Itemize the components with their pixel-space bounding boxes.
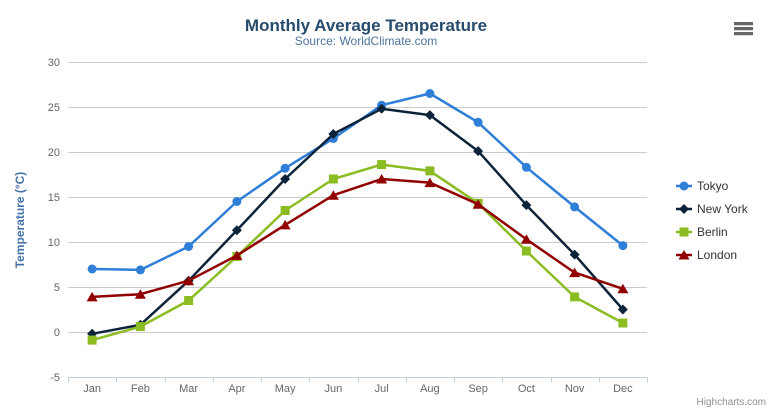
y-axis-tick-label: 25 <box>48 102 60 114</box>
triangle-marker-icon <box>279 219 291 230</box>
y-axis-tick-label: -5 <box>50 372 60 384</box>
plot-area: 30 25 20 15 10 5 0 -5 Jan Feb Mar Apr May Jun Jul Aug Se… <box>48 57 749 395</box>
x-axis: Jan Feb Mar Apr May Jun Jul Aug Sep Oct Nov Dec <box>68 377 648 395</box>
circle-marker-icon <box>232 197 242 206</box>
circle-marker-icon <box>425 89 435 98</box>
diamond-marker-icon <box>280 174 291 184</box>
diamond-marker-icon <box>424 110 435 121</box>
triangle-marker-icon <box>472 199 484 209</box>
triangle-marker-icon <box>678 250 690 260</box>
circle-marker-icon <box>280 163 290 173</box>
diamond-marker-icon <box>328 129 339 139</box>
x-axis-tick-label: Aug <box>420 383 440 395</box>
hamburger-menu-icon[interactable] <box>728 16 759 40</box>
legend-item-berlin[interactable]: Berlin <box>676 225 728 239</box>
circle-marker-icon <box>618 241 628 251</box>
circle-marker-icon <box>521 162 531 172</box>
y-axis-tick-label: 15 <box>48 192 60 204</box>
legend-item-label: Berlin <box>697 225 728 239</box>
diamond-marker-icon <box>521 200 532 211</box>
series-london[interactable] <box>86 174 629 302</box>
square-marker-icon <box>425 166 435 176</box>
diamond-marker-icon <box>569 249 580 260</box>
triangle-marker-icon <box>569 267 581 278</box>
square-marker-icon <box>679 227 689 237</box>
triangle-marker-icon <box>231 250 243 260</box>
x-axis-tick-label: Oct <box>518 383 535 395</box>
square-marker-icon <box>135 322 145 332</box>
square-marker-icon <box>618 318 628 328</box>
square-marker-icon <box>521 246 531 256</box>
x-axis-tick-label: Nov <box>565 383 585 395</box>
square-marker-icon <box>280 206 290 215</box>
triangle-marker-icon <box>520 234 532 244</box>
x-axis-tick-label: Jul <box>375 383 389 395</box>
triangle-marker-icon <box>617 283 629 294</box>
diamond-marker-icon <box>617 304 628 315</box>
y-axis-tick-label: 0 <box>54 327 60 339</box>
legend-item-label: Tokyo <box>697 179 729 193</box>
square-marker-icon <box>184 296 194 305</box>
x-axis-tick-label: Dec <box>613 383 633 395</box>
square-marker-icon <box>377 160 387 170</box>
triangle-marker-icon <box>424 177 436 188</box>
legend-item-label: London <box>697 248 737 262</box>
y-axis-tick-label: 10 <box>48 237 60 249</box>
diamond-marker-icon <box>231 225 242 236</box>
square-marker-icon <box>328 174 338 184</box>
chart-subtitle: Source: WorldClimate.com <box>295 34 438 48</box>
diamond-marker-icon <box>473 146 484 157</box>
y-axis-title: Temperature (°C) <box>13 172 27 269</box>
legend-item-london[interactable]: London <box>676 248 737 262</box>
diamond-marker-icon <box>679 204 689 214</box>
x-axis-tick-label: Feb <box>131 383 150 395</box>
circle-marker-icon <box>184 242 194 251</box>
gridlines: 30 25 20 15 10 5 0 -5 <box>48 57 647 384</box>
diamond-marker-icon <box>376 103 387 114</box>
x-axis-tick-label: Jun <box>325 383 343 395</box>
x-axis-tick-label: May <box>275 383 296 395</box>
circle-marker-icon <box>135 265 145 275</box>
circle-marker-icon <box>87 264 97 274</box>
legend-item-new-york[interactable]: New York <box>676 202 749 216</box>
triangle-marker-icon <box>183 275 195 286</box>
triangle-marker-icon <box>134 289 146 299</box>
circle-marker-icon <box>570 202 580 212</box>
triangle-marker-icon <box>86 291 98 302</box>
triangle-marker-icon <box>376 174 388 184</box>
x-axis-tick-label: Jan <box>83 383 101 395</box>
triangle-marker-icon <box>327 190 339 200</box>
chart-title: Monthly Average Temperature <box>245 16 487 35</box>
credits-link[interactable]: Highcharts.com <box>697 397 766 408</box>
legend: Tokyo New York Berlin London <box>676 179 749 262</box>
series-tokyo[interactable] <box>87 89 628 275</box>
circle-marker-icon <box>679 181 689 191</box>
y-axis-tick-label: 30 <box>48 57 60 69</box>
legend-item-label: New York <box>697 202 749 216</box>
square-marker-icon <box>570 292 580 302</box>
x-axis-tick-label: Apr <box>228 383 245 395</box>
x-axis-tick-label: Mar <box>179 383 198 395</box>
legend-item-tokyo[interactable]: Tokyo <box>676 179 729 193</box>
square-marker-icon <box>87 335 97 345</box>
y-axis-tick-label: 20 <box>48 147 60 159</box>
x-axis-tick-label: Sep <box>468 383 488 395</box>
y-axis-tick-label: 5 <box>54 282 60 294</box>
series-new-york[interactable] <box>87 103 628 339</box>
circle-marker-icon <box>473 117 483 127</box>
